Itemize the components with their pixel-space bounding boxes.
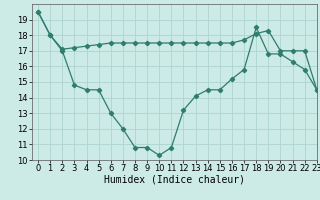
X-axis label: Humidex (Indice chaleur): Humidex (Indice chaleur) bbox=[104, 175, 245, 185]
